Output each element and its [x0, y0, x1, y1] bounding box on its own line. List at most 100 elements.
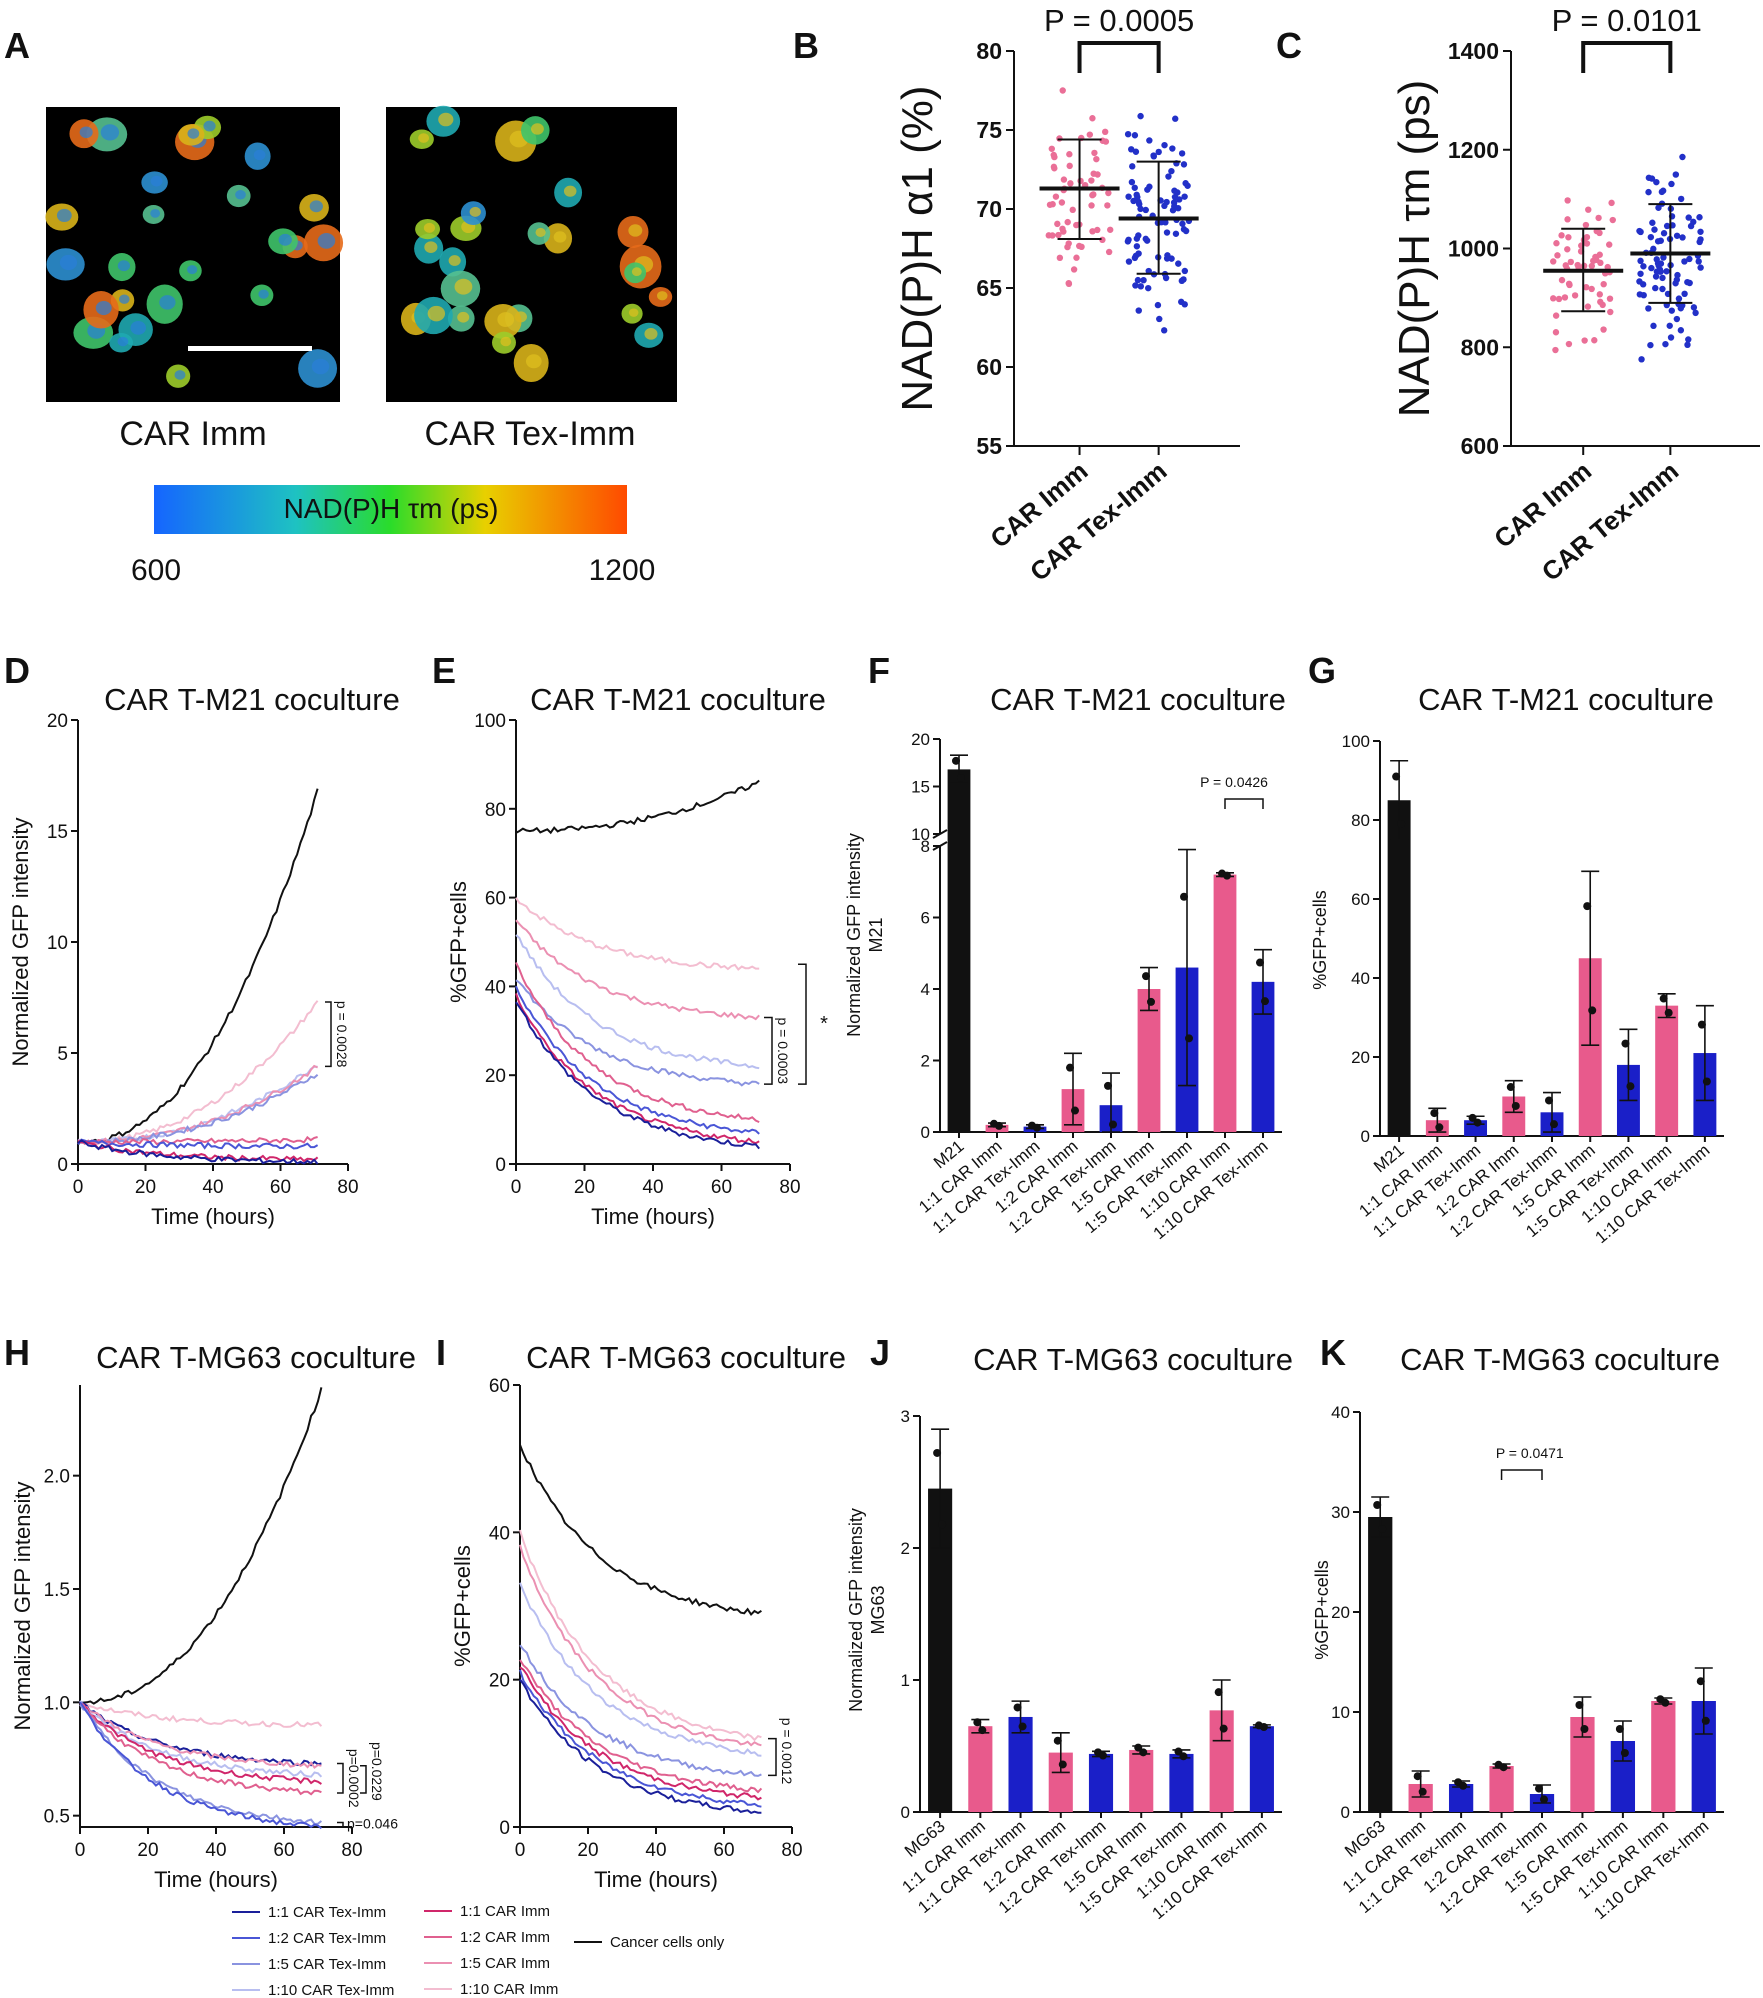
- data-point-car-tex-imm: [1181, 193, 1188, 200]
- y-tick-label: 20: [485, 1066, 506, 1087]
- replicate-point: [1511, 1101, 1520, 1110]
- y-tick-label: 1.0: [44, 1693, 70, 1714]
- x-tick-label-car-tex-imm: CAR Tex-Imm: [1024, 456, 1172, 587]
- legend-label-1-2-car-tex-imm: 1:2 CAR Tex-Imm: [268, 1930, 386, 1947]
- data-point-car-tex-imm: [1132, 282, 1139, 289]
- data-point-car-imm: [1555, 295, 1563, 303]
- data-point-car-imm: [1073, 254, 1080, 261]
- x-tick-label: 60: [713, 1840, 734, 1861]
- legend-label-1-10-car-imm: 1:10 CAR Imm: [460, 1981, 558, 1998]
- replicate-point: [1468, 1113, 1477, 1122]
- significance-bracket-3: [337, 1821, 344, 1828]
- series-line-1-2-car-imm: [519, 1659, 763, 1794]
- series-line-1-10-car-tex-imm: [77, 1065, 318, 1145]
- p-value-1: p=0.0229: [369, 1742, 385, 1801]
- data-point-car-tex-imm: [1667, 334, 1675, 341]
- y-tick-label: 6: [921, 909, 930, 928]
- chart-title: CAR T-M21 coculture: [104, 682, 400, 717]
- data-point-car-imm: [1552, 329, 1560, 336]
- x-tick-label: 20: [577, 1840, 598, 1861]
- replicate-point: [1373, 1501, 1382, 1509]
- data-point-car-imm: [1049, 232, 1056, 239]
- data-point-car-tex-imm: [1129, 163, 1136, 170]
- data-point-car-tex-imm: [1144, 186, 1151, 193]
- cell-core: [100, 124, 120, 141]
- data-point-car-tex-imm: [1647, 341, 1654, 349]
- data-point-car-tex-imm: [1146, 137, 1153, 144]
- cell-core: [424, 241, 438, 254]
- panel-a-images: CAR Imm CAR Tex-Imm NAD(P)H τm (ps) 600 …: [45, 105, 677, 587]
- data-point-car-tex-imm: [1636, 278, 1643, 285]
- data-point-car-tex-imm: [1150, 153, 1158, 160]
- replicate-point: [1223, 871, 1231, 880]
- replicate-point: [1696, 1677, 1705, 1686]
- data-point-car-tex-imm: [1125, 236, 1132, 243]
- colorbar: [154, 485, 627, 534]
- replicate-point: [1013, 1703, 1022, 1712]
- cell-core: [656, 291, 668, 301]
- data-point-car-tex-imm: [1684, 278, 1691, 286]
- y-tick-label: 60: [976, 354, 1002, 380]
- series-line-1-1-car-tex-imm: [77, 1139, 319, 1165]
- bar-1-1-car-imm: [968, 1726, 993, 1812]
- series-line-cancer-cells-only: [79, 1387, 323, 1706]
- series-line-cancer-cells-only: [515, 779, 760, 835]
- data-point-car-tex-imm: [1131, 184, 1138, 191]
- data-point-car-tex-imm: [1162, 219, 1169, 226]
- bar-mg63: [1368, 1517, 1393, 1812]
- y-tick-label: 60: [1351, 890, 1370, 909]
- data-point-car-tex-imm: [1686, 255, 1693, 263]
- replicate-point: [938, 1520, 947, 1529]
- chart-title: CAR T-MG63 coculture: [973, 1342, 1293, 1377]
- x-tick-label: 40: [202, 1177, 223, 1198]
- data-point-car-imm: [1553, 240, 1560, 247]
- cell-core: [497, 312, 515, 327]
- legend-label-1-10-car-tex-imm: 1:10 CAR Tex-Imm: [268, 1982, 394, 1998]
- cell-core: [631, 267, 642, 277]
- legend-label-cancer-cells-only: Cancer cells only: [610, 1934, 725, 1951]
- data-point-car-tex-imm: [1636, 227, 1643, 235]
- data-point-car-tex-imm: [1660, 254, 1667, 261]
- data-point-car-imm: [1582, 221, 1590, 229]
- significance-bracket: [768, 1737, 777, 1777]
- y-tick-label: 20: [1351, 1048, 1370, 1067]
- data-point-car-imm: [1552, 312, 1560, 319]
- data-point-car-tex-imm: [1131, 132, 1139, 139]
- data-point-car-tex-imm: [1677, 327, 1685, 334]
- data-point-car-tex-imm: [1137, 283, 1145, 290]
- replicate-point: [1459, 1781, 1468, 1790]
- replicate-point: [1659, 994, 1668, 1003]
- data-point-car-tex-imm: [1160, 327, 1168, 334]
- replicate-point: [1620, 1749, 1629, 1757]
- data-point-car-imm: [1581, 337, 1588, 344]
- replicate-point: [1575, 1701, 1584, 1709]
- data-point-car-imm: [1609, 216, 1616, 224]
- significance-bracket: [325, 1001, 332, 1068]
- y-tick-label: 20: [489, 1671, 510, 1692]
- data-point-car-imm: [1088, 202, 1095, 209]
- panel-letter-g: G: [1308, 650, 1336, 691]
- x-tick-label: 0: [511, 1177, 522, 1198]
- data-point-car-tex-imm: [1155, 148, 1162, 156]
- y-axis-label: Normalized GFP intensity: [10, 1481, 35, 1730]
- x-tick-label: 20: [574, 1177, 595, 1198]
- data-point-car-imm: [1067, 180, 1074, 187]
- data-point-car-imm: [1595, 214, 1602, 222]
- data-point-car-tex-imm: [1131, 254, 1139, 262]
- data-point-car-tex-imm: [1140, 276, 1147, 284]
- data-point-car-imm: [1046, 201, 1054, 208]
- data-point-car-imm: [1606, 241, 1613, 248]
- bar-1-10-car-imm: [1213, 874, 1237, 1132]
- data-point-car-imm: [1104, 202, 1111, 209]
- y-tick-label: 40: [1331, 1403, 1350, 1422]
- data-point-car-imm: [1065, 240, 1072, 247]
- replicate-point: [1071, 1106, 1079, 1115]
- data-point-car-imm: [1090, 191, 1097, 198]
- y-tick-label: 10: [911, 825, 930, 844]
- y-axis-label: Normalized GFP intensity: [846, 1508, 866, 1712]
- x-axis-label: Time (hours): [154, 1867, 278, 1892]
- data-point-car-imm: [1089, 228, 1096, 235]
- data-point-car-imm: [1066, 162, 1073, 170]
- cell-core: [150, 209, 161, 218]
